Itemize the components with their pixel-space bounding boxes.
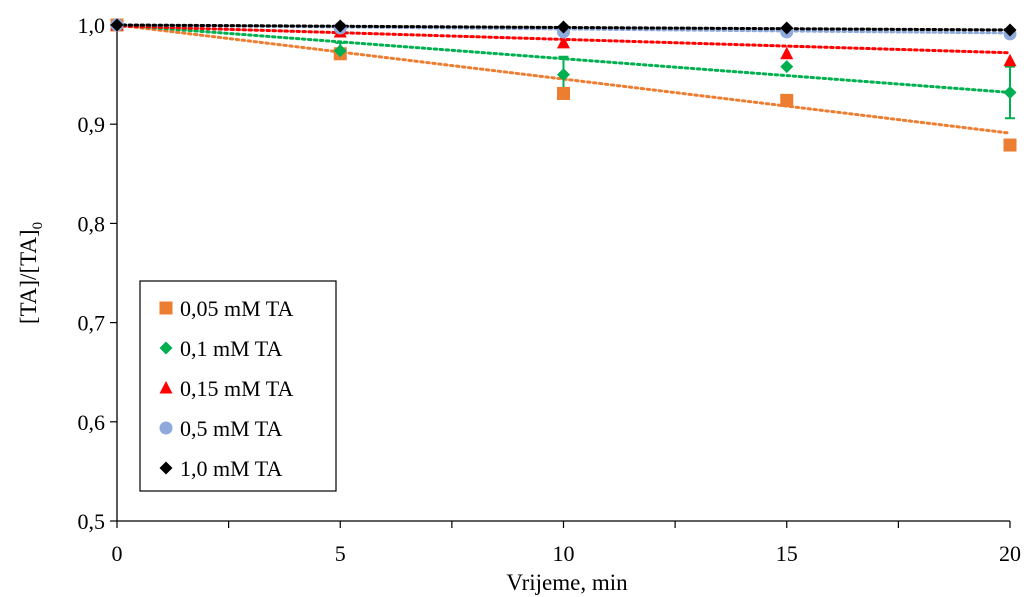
x-tick-label: 0 — [112, 541, 123, 566]
legend-label: 0,05 mM TA — [180, 296, 293, 321]
data-point-series-5 — [110, 18, 124, 32]
y-axis-title-group: [TA]/[TA]0 — [16, 222, 46, 324]
y-tick-label: 0,6 — [78, 410, 106, 435]
x-tick-label: 15 — [776, 541, 798, 566]
legend-label: 0,1 mM TA — [180, 336, 282, 361]
error-bars — [335, 41, 1015, 120]
axes — [110, 24, 1011, 528]
data-point-series-2 — [1003, 85, 1017, 99]
legend-marker-series-2 — [159, 341, 173, 355]
legend-label: 0,15 mM TA — [180, 376, 293, 401]
legend-label: 0,5 mM TA — [180, 416, 282, 441]
legend-marker-series-1 — [159, 301, 173, 315]
legend-label: 1,0 mM TA — [180, 456, 282, 481]
data-point-series-5 — [333, 19, 347, 33]
data-point-series-3 — [1003, 53, 1017, 67]
y-tick-label: 0,5 — [78, 509, 106, 534]
y-tick-label: 0,9 — [78, 112, 106, 137]
y-axis-title-main: [TA]/[TA] — [16, 229, 41, 324]
x-tick-label: 5 — [335, 541, 346, 566]
data-point-series-1 — [557, 86, 570, 100]
y-tick-label: 0,8 — [78, 211, 106, 236]
data-point-series-5 — [557, 20, 570, 34]
legend-box — [139, 280, 337, 492]
legend-marker-series-5 — [159, 461, 173, 475]
x-tick-label: 20 — [999, 541, 1021, 566]
data-point-series-5 — [780, 21, 794, 35]
tick-labels: 0 5 10 15 20 0,5 0,6 0,7 0,8 0,9 1,0 — [78, 13, 1022, 566]
x-axis-title: Vrijeme, min — [506, 570, 628, 595]
data-point-series-2 — [333, 44, 347, 58]
y-tick-label: 0,7 — [78, 311, 106, 336]
legend-marker-series-3 — [159, 381, 173, 394]
data-point-series-1 — [780, 93, 794, 107]
y-axis-title-subscript: 0 — [30, 222, 46, 230]
legend: 0,05 mM TA 0,1 mM TA 0,15 mM TA 0,5 mM TA 1,… — [139, 280, 337, 492]
data-point-series-3 — [780, 46, 794, 60]
legend-items: 0,05 mM TA 0,1 mM TA 0,15 mM TA 0,5 mM TA 1,… — [159, 296, 293, 481]
data-point-series-5 — [1003, 23, 1017, 37]
legend-marker-series-4 — [159, 421, 173, 435]
data-point-series-2 — [780, 60, 794, 74]
x-tick-label: 10 — [553, 541, 575, 566]
data-points — [110, 18, 1017, 152]
y-tick-label: 1,0 — [78, 13, 106, 38]
y-axis-title: [TA]/[TA]0 — [16, 222, 46, 324]
data-point-series-3 — [557, 35, 570, 49]
data-point-series-2 — [557, 68, 570, 82]
data-point-series-1 — [1003, 138, 1017, 152]
